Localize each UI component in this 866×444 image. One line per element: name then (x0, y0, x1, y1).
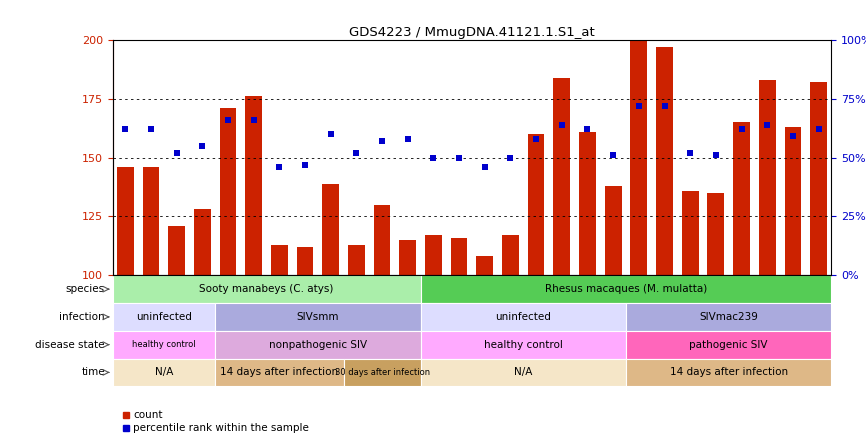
Bar (348, 245, 365, 275)
Text: SIVsmm: SIVsmm (297, 312, 339, 322)
Bar (168, 226, 185, 275)
Point (709, 152, 723, 159)
Point (247, 116, 261, 123)
Bar (527, 134, 545, 275)
Bar (113, 359, 216, 386)
Text: N/A: N/A (514, 367, 533, 377)
Point (144, 126, 158, 133)
Point (221, 116, 235, 123)
Text: disease state: disease state (36, 340, 105, 350)
Bar (553, 78, 570, 275)
Bar (271, 245, 288, 275)
Bar (811, 82, 827, 275)
Bar (759, 80, 776, 275)
Bar (451, 238, 468, 275)
Bar (604, 186, 622, 275)
Bar (421, 275, 831, 303)
Text: time: time (81, 367, 105, 377)
Point (170, 149, 184, 156)
Bar (216, 303, 421, 331)
Point (657, 102, 671, 109)
Text: healthy control: healthy control (484, 340, 563, 350)
Point (273, 163, 287, 170)
Bar (682, 190, 699, 275)
Bar (143, 167, 159, 275)
Text: pathogenic SIV: pathogenic SIV (689, 340, 768, 350)
Bar (579, 132, 596, 275)
Point (401, 135, 415, 143)
Bar (708, 193, 724, 275)
Text: species: species (66, 284, 105, 294)
Bar (117, 167, 133, 275)
Text: uninfected: uninfected (495, 312, 552, 322)
Point (734, 126, 748, 133)
Bar (216, 359, 344, 386)
Point (606, 152, 620, 159)
Point (119, 126, 132, 133)
Point (350, 149, 364, 156)
Text: uninfected: uninfected (136, 312, 192, 322)
Bar (425, 235, 442, 275)
Text: SIVmac239: SIVmac239 (699, 312, 758, 322)
Point (324, 131, 338, 138)
Bar (626, 359, 831, 386)
Text: Sooty manabeys (C. atys): Sooty manabeys (C. atys) (199, 284, 333, 294)
Text: 14 days after infection: 14 days after infection (220, 367, 339, 377)
Bar (113, 303, 216, 331)
Bar (297, 247, 313, 275)
Text: 14 days after infection: 14 days after infection (669, 367, 788, 377)
Point (580, 126, 594, 133)
Point (503, 154, 517, 161)
Text: healthy control: healthy control (132, 340, 196, 349)
Text: N/A: N/A (155, 367, 173, 377)
Legend: count, percentile rank within the sample: count, percentile rank within the sample (118, 406, 313, 437)
Bar (421, 359, 626, 386)
Bar (421, 303, 626, 331)
Point (478, 163, 492, 170)
Bar (476, 257, 493, 275)
Bar (374, 205, 391, 275)
Bar (322, 183, 339, 275)
Bar (421, 331, 626, 359)
Bar (502, 235, 519, 275)
Bar (113, 331, 216, 359)
Point (452, 154, 466, 161)
Text: infection: infection (59, 312, 105, 322)
Bar (344, 359, 421, 386)
Point (760, 121, 774, 128)
Point (683, 149, 697, 156)
Text: Rhesus macaques (M. mulatta): Rhesus macaques (M. mulatta) (545, 284, 708, 294)
Bar (113, 275, 421, 303)
Bar (220, 108, 236, 275)
Bar (626, 303, 831, 331)
Point (529, 135, 543, 143)
Point (375, 138, 389, 145)
Bar (216, 331, 421, 359)
Point (786, 133, 800, 140)
Bar (194, 210, 210, 275)
Bar (626, 331, 831, 359)
Bar (656, 47, 673, 275)
Point (427, 154, 441, 161)
Title: GDS4223 / MmugDNA.41121.1.S1_at: GDS4223 / MmugDNA.41121.1.S1_at (349, 26, 595, 39)
Bar (630, 40, 647, 275)
Point (555, 121, 569, 128)
Bar (785, 127, 801, 275)
Bar (245, 96, 262, 275)
Point (632, 102, 646, 109)
Text: nonpathogenic SIV: nonpathogenic SIV (268, 340, 367, 350)
Point (811, 126, 825, 133)
Bar (734, 123, 750, 275)
Point (298, 161, 312, 168)
Bar (399, 240, 417, 275)
Text: 30 days after infection: 30 days after infection (334, 368, 430, 377)
Point (196, 142, 210, 149)
